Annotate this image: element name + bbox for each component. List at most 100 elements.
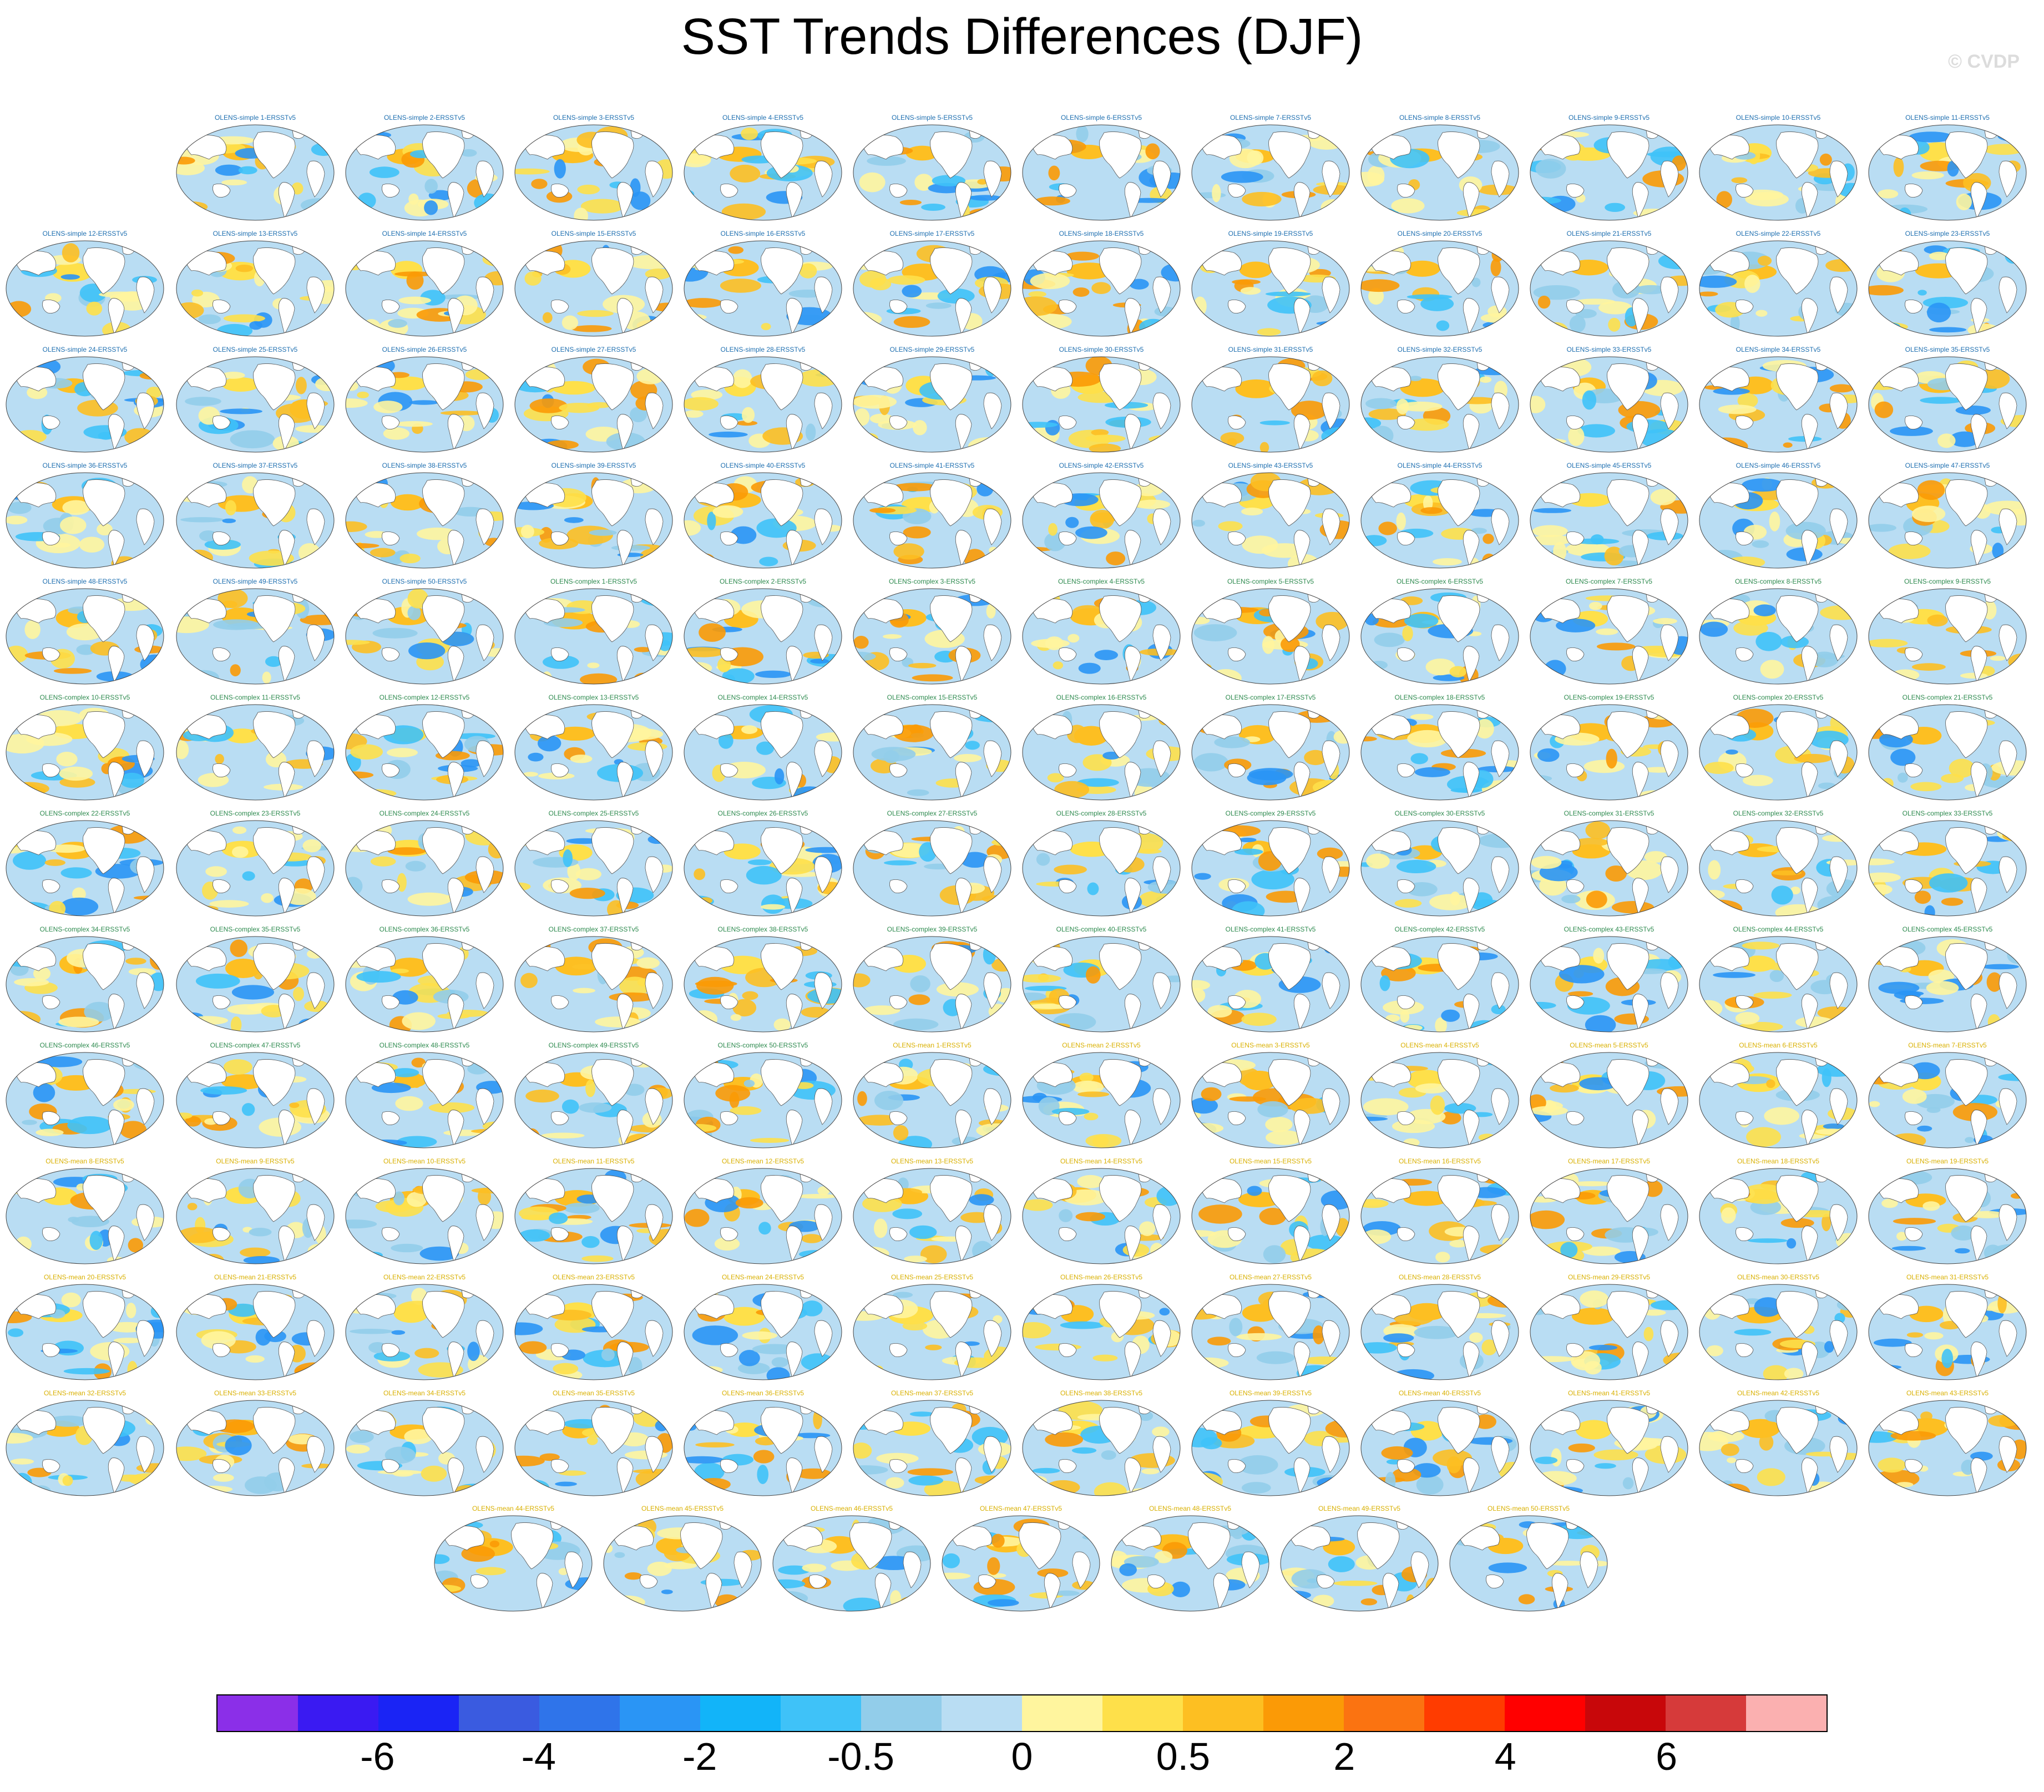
colorbar-box [1746,1695,1827,1731]
sst-trend-map [684,240,842,337]
map-panel: OLENS-mean 44-ERSSTv5 [433,1505,594,1616]
colorbar-box [1102,1695,1183,1731]
sst-trend-map [1022,588,1181,685]
panel-title: OLENS-mean 40-ERSSTv5 [1398,1389,1481,1397]
map-panel: OLENS-complex 36-ERSSTv5 [344,925,505,1036]
map-panel: OLENS-complex 21-ERSSTv5 [1867,693,2028,804]
colorbar-labels: -6 -4 -2 -0.5 0 0.5 2 4 6 [0,1734,2044,1784]
panel-title: OLENS-complex 49-ERSSTv5 [548,1041,639,1049]
panel-title: OLENS-complex 3-ERSSTv5 [888,578,976,585]
sst-trend-map [345,124,504,221]
map-panel: OLENS-simple 26-ERSSTv5 [344,346,505,457]
map-panel: OLENS-complex 28-ERSSTv5 [1021,809,1182,920]
map-panel: OLENS-mean 29-ERSSTv5 [1529,1273,1689,1384]
sst-trend-map [1360,588,1519,685]
sst-trend-map [514,1284,673,1380]
map-panel: OLENS-simple 15-ERSSTv5 [513,230,674,341]
map-panel: OLENS-simple 45-ERSSTv5 [1529,462,1689,573]
sst-trend-map [345,588,504,685]
sst-trend-map [514,1168,673,1264]
sst-trend-map [345,1052,504,1148]
colorbar-box [378,1695,459,1731]
panel-title: OLENS-simple 31-ERSSTv5 [1228,346,1313,353]
map-panel: OLENS-simple 14-ERSSTv5 [344,230,505,341]
map-panel: OLENS-complex 44-ERSSTv5 [1698,925,1859,1036]
map-panel: OLENS-mean 48-ERSSTv5 [1110,1505,1271,1616]
panel-title: OLENS-complex 11-ERSSTv5 [210,693,300,701]
sst-trend-map [434,1515,593,1612]
sst-trend-map [1868,240,2027,337]
map-panel: OLENS-complex 26-ERSSTv5 [682,809,843,920]
panel-title: OLENS-mean 50-ERSSTv5 [1487,1505,1570,1512]
map-panel: OLENS-complex 41-ERSSTv5 [1190,925,1351,1036]
panel-title: OLENS-complex 14-ERSSTv5 [717,693,808,701]
sst-trend-map [1699,936,1858,1032]
sst-trend-map [1530,472,1688,569]
panel-title: OLENS-mean 22-ERSSTv5 [383,1273,466,1281]
sst-trend-map [684,936,842,1032]
panel-title: OLENS-simple 49-ERSSTv5 [213,578,298,585]
map-panel: OLENS-complex 34-ERSSTv5 [4,925,165,1036]
sst-trend-map [1360,472,1519,569]
map-panel: OLENS-simple 37-ERSSTv5 [175,462,336,573]
panel-title: OLENS-simple 20-ERSSTv5 [1397,230,1483,237]
sst-trend-map [1022,1284,1181,1380]
map-panel: OLENS-complex 42-ERSSTv5 [1359,925,1520,1036]
sst-trend-map [1868,356,2027,453]
panel-title: OLENS-simple 38-ERSSTv5 [382,462,467,469]
map-panel: OLENS-mean 10-ERSSTv5 [344,1157,505,1268]
sst-trend-map [514,1400,673,1496]
sst-trend-map [684,1168,842,1264]
panel-title: OLENS-simple 24-ERSSTv5 [42,346,128,353]
panel-title: OLENS-mean 9-ERSSTv5 [216,1157,295,1165]
map-panel: OLENS-mean 28-ERSSTv5 [1359,1273,1520,1384]
panel-title: OLENS-mean 46-ERSSTv5 [810,1505,893,1512]
panel-title: OLENS-complex 39-ERSSTv5 [887,925,978,933]
map-panel: OLENS-simple 46-ERSSTv5 [1698,462,1859,573]
panel-title: OLENS-simple 32-ERSSTv5 [1397,346,1483,353]
panel-title: OLENS-complex 36-ERSSTv5 [379,925,470,933]
sst-trend-map [1868,1284,2027,1380]
sst-trend-map [6,356,164,453]
panel-title: OLENS-complex 31-ERSSTv5 [1564,809,1655,817]
panel-title: OLENS-simple 42-ERSSTv5 [1059,462,1144,469]
sst-trend-map [1530,356,1688,453]
map-panel: OLENS-simple 10-ERSSTv5 [1698,114,1859,225]
panel-title: OLENS-complex 9-ERSSTv5 [1904,578,1991,585]
panel-title: OLENS-simple 13-ERSSTv5 [213,230,298,237]
sst-trend-map [1360,1052,1519,1148]
sst-trend-map [1022,240,1181,337]
sst-trend-map [345,240,504,337]
map-panel: OLENS-simple 20-ERSSTv5 [1359,230,1520,341]
panel-title: OLENS-simple 40-ERSSTv5 [720,462,806,469]
colorbar-box [298,1695,378,1731]
map-panel: OLENS-mean 43-ERSSTv5 [1867,1389,2028,1500]
sst-trend-map [684,820,842,917]
map-panel: OLENS-complex 30-ERSSTv5 [1359,809,1520,920]
colorbar-box [1022,1695,1102,1731]
panel-title: OLENS-complex 10-ERSSTv5 [39,693,130,701]
panel-title: OLENS-mean 28-ERSSTv5 [1398,1273,1481,1281]
map-panel: OLENS-mean 27-ERSSTv5 [1190,1273,1351,1384]
sst-trend-map [853,356,1011,453]
map-panel: OLENS-simple 32-ERSSTv5 [1359,346,1520,457]
panel-title: OLENS-simple 45-ERSSTv5 [1566,462,1652,469]
panel-title: OLENS-simple 6-ERSSTv5 [1060,114,1142,122]
panel-title: OLENS-complex 35-ERSSTv5 [210,925,301,933]
sst-trend-map [1530,820,1688,917]
sst-trend-map [1360,1400,1519,1496]
sst-trend-map [684,1284,842,1380]
map-panel: OLENS-mean 33-ERSSTv5 [175,1389,336,1500]
map-panel: OLENS-complex 16-ERSSTv5 [1021,693,1182,804]
sst-trend-map [772,1515,931,1612]
panel-title: OLENS-simple 30-ERSSTv5 [1059,346,1144,353]
panel-title: OLENS-mean 42-ERSSTv5 [1737,1389,1820,1397]
map-panel: OLENS-mean 6-ERSSTv5 [1698,1041,1859,1152]
map-panel: OLENS-mean 46-ERSSTv5 [771,1505,932,1616]
map-panel: OLENS-simple 48-ERSSTv5 [4,578,165,689]
sst-trend-map [1022,704,1181,801]
panel-title: OLENS-simple 7-ERSSTv5 [1230,114,1312,122]
panel-title: OLENS-complex 7-ERSSTv5 [1565,578,1653,585]
panel-title: OLENS-complex 44-ERSSTv5 [1733,925,1824,933]
sst-trend-map [684,704,842,801]
